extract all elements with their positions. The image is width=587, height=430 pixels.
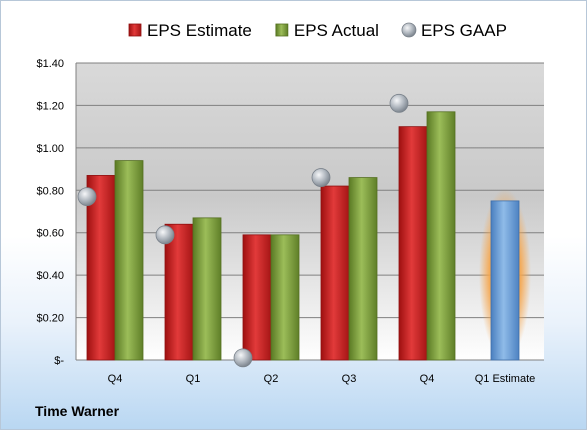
marker-eps-gaap xyxy=(155,225,175,245)
legend-swatch-eps-gaap xyxy=(401,22,417,38)
marker-eps-gaap xyxy=(77,187,97,207)
y-tick-label: $0.40 xyxy=(36,270,64,282)
y-tick-label: $1.40 xyxy=(36,58,64,70)
bar-eps-actual xyxy=(192,217,222,361)
bar-eps-actual xyxy=(114,160,144,361)
marker-eps-gaap xyxy=(311,168,331,187)
marker-eps-gaap xyxy=(233,348,253,368)
bar-q1-estimate xyxy=(490,200,520,361)
bar-eps-estimate xyxy=(164,223,194,361)
bar-eps-estimate xyxy=(320,185,350,361)
marker-eps-gaap xyxy=(389,93,409,113)
legend-label: EPS GAAP xyxy=(421,21,507,40)
x-tick-label: Q4 xyxy=(420,373,435,385)
y-tick-label: $1.00 xyxy=(36,143,64,155)
plot-area xyxy=(76,63,544,360)
x-tick-label: Q3 xyxy=(342,373,357,385)
y-tick-label: $1.20 xyxy=(36,100,64,112)
y-tick-label: $- xyxy=(54,355,64,367)
bar-eps-actual xyxy=(426,111,456,361)
y-tick-label: $0.60 xyxy=(36,228,64,240)
legend-label: EPS Actual xyxy=(294,21,379,40)
x-tick-label: Q1 Estimate xyxy=(475,373,536,385)
bar-eps-estimate xyxy=(398,126,428,361)
company-name: Time Warner xyxy=(35,403,120,419)
x-tick-label: Q4 xyxy=(108,373,123,385)
y-tick-label: $0.80 xyxy=(36,185,64,197)
legend-label: EPS Estimate xyxy=(147,21,252,40)
x-tick-label: Q2 xyxy=(264,373,279,385)
bar-eps-actual xyxy=(348,177,378,361)
y-tick-label: $0.20 xyxy=(36,313,64,325)
bar-eps-actual xyxy=(270,234,300,361)
legend-swatch-eps-estimate xyxy=(128,23,142,37)
x-tick-label: Q1 xyxy=(186,373,201,385)
bar-eps-estimate xyxy=(242,234,272,361)
legend-swatch-eps-actual xyxy=(275,23,289,37)
